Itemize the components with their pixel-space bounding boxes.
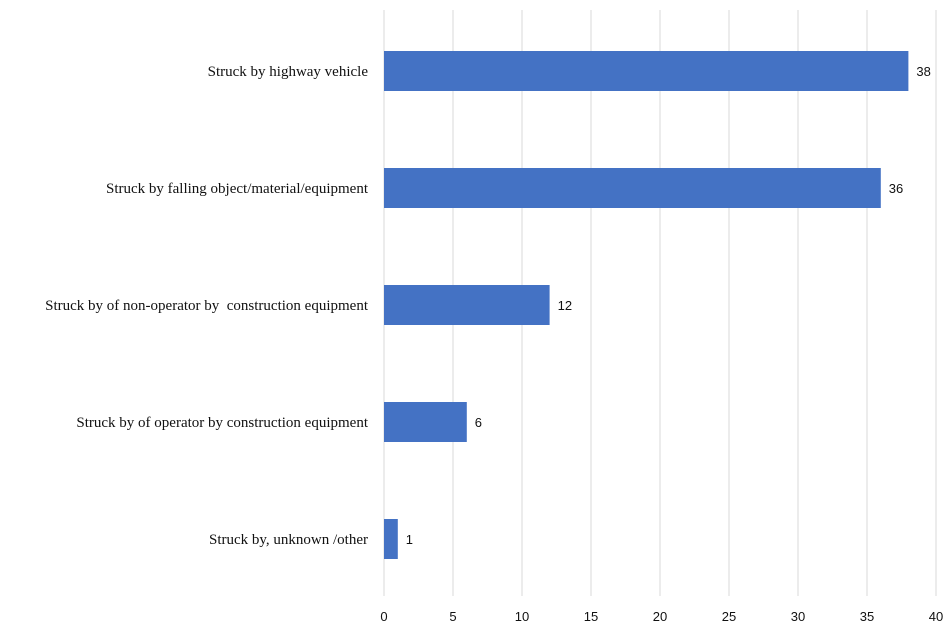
x-tick-label: 10: [515, 609, 529, 624]
category-label: Struck by of operator by construction eq…: [76, 415, 368, 431]
category-label: Struck by highway vehicle: [208, 64, 369, 80]
bars: [384, 51, 909, 559]
category-label: Struck by of non-operator by constructio…: [45, 298, 369, 314]
x-tick-label: 15: [584, 609, 598, 624]
x-tick-label: 5: [449, 609, 456, 624]
bar: [384, 51, 909, 91]
x-tick-label: 35: [860, 609, 874, 624]
bar: [384, 402, 467, 442]
x-tick-label: 20: [653, 609, 667, 624]
data-label: 36: [889, 181, 903, 196]
category-labels: Struck by highway vehicle Struck by falli…: [45, 64, 369, 548]
data-labels: 38 36 12 6 1: [406, 64, 931, 547]
x-tick-label: 0: [380, 609, 387, 624]
category-label: Struck by, unknown /other: [209, 532, 368, 548]
x-tick-label: 40: [929, 609, 943, 624]
x-axis-tick-labels: 0 5 10 15 20 25 30 35 40: [380, 609, 943, 624]
data-label: 38: [916, 64, 930, 79]
bar: [384, 285, 550, 325]
data-label: 6: [475, 415, 482, 430]
x-tick-label: 25: [722, 609, 736, 624]
data-label: 12: [558, 298, 572, 313]
bar: [384, 519, 398, 559]
gridlines: [383, 10, 937, 596]
data-label: 1: [406, 532, 413, 547]
bar: [384, 168, 881, 208]
category-label: Struck by falling object/material/equipm…: [106, 181, 369, 197]
x-tick-label: 30: [791, 609, 805, 624]
